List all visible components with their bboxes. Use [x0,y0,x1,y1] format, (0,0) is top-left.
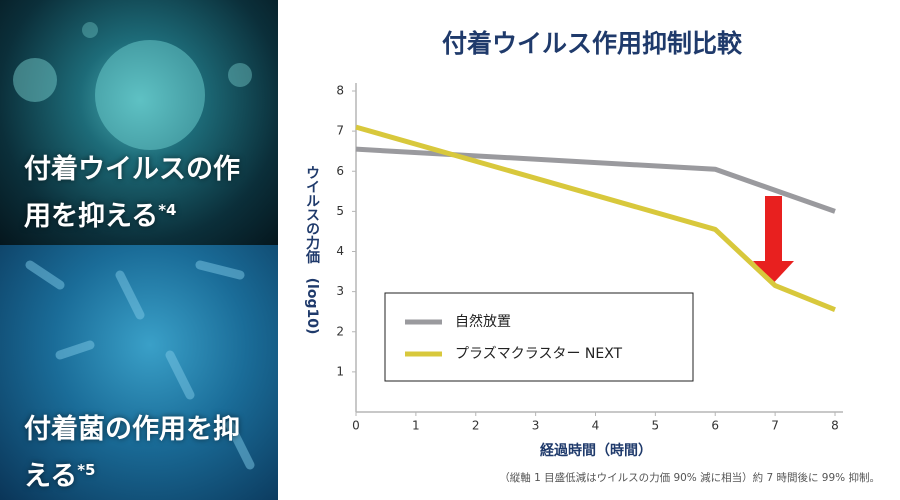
y-tick-label: 1 [336,364,344,378]
x-tick-label: 2 [472,419,480,433]
x-tick-label: 3 [532,419,540,433]
x-tick-label: 1 [412,419,420,433]
virus-decor [13,22,252,150]
x-tick-label: 8 [831,419,839,433]
panel-text: 付着菌の作用を抑える*5 [24,410,264,497]
x-tick-label: 4 [592,419,600,433]
footnote-mark: *4 [158,201,177,219]
panel-text: 付着ウイルスの作用を抑える*4 [24,150,264,237]
legend-label: 自然放置 [455,313,511,330]
footnote-mark: *5 [77,461,96,479]
series-line [355,124,836,313]
x-tick-label: 5 [652,419,660,433]
chart-title: 付着ウイルス作用抑制比較 [442,29,743,58]
bacteria-decor [25,260,255,470]
y-tick-label: 7 [336,124,344,138]
series-line [355,146,836,214]
reduction-arrow [753,196,794,283]
panel-caption: 付着ウイルスの作用を抑える [24,154,240,232]
y-tick-label: 2 [336,324,344,338]
x-tick-label: 7 [771,419,779,433]
x-axis-label: 経過時間（時間） [540,442,652,459]
x-tick-label: 6 [711,419,719,433]
legend-box [384,292,694,382]
virus-image: 付着ウイルスの作用を抑える*4 [0,0,278,245]
y-tick-label: 5 [336,204,344,218]
x-tick-label: 0 [352,419,360,433]
y-tick-label: 8 [336,84,344,98]
footnote: （縦軸 1 目盛低減はウイルスの力価 90% 減に相当）約 7 時間後に 99%… [499,471,880,484]
y-tick-label: 3 [336,284,344,298]
y-tick-label: 6 [336,164,344,178]
panel-caption: 付着菌の作用を抑える [24,414,240,492]
bacteria-image: 付着菌の作用を抑える*5 [0,245,278,500]
y-axis-label: ウイルスの力価 (log10) [304,166,321,335]
legend-label: プラズマクラスター NEXT [455,346,623,362]
y-tick-label: 4 [336,244,344,258]
